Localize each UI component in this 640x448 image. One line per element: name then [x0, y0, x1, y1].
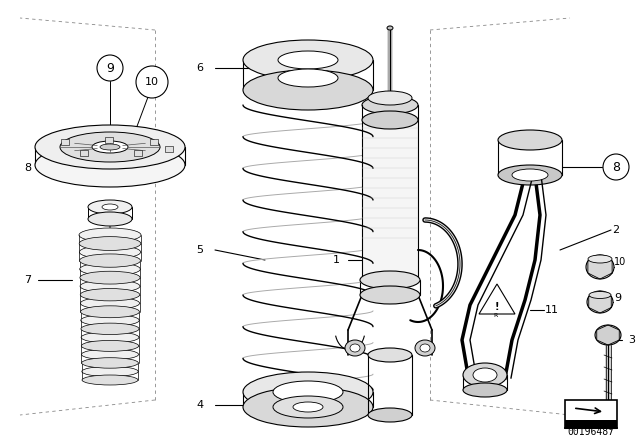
Ellipse shape	[293, 402, 323, 412]
Ellipse shape	[362, 111, 418, 129]
Ellipse shape	[498, 165, 562, 185]
Ellipse shape	[81, 314, 140, 326]
Text: 11: 11	[545, 305, 559, 315]
Ellipse shape	[81, 306, 140, 318]
Text: 10: 10	[145, 77, 159, 87]
Ellipse shape	[82, 358, 138, 368]
Ellipse shape	[368, 408, 412, 422]
Text: 8: 8	[24, 163, 31, 173]
Text: 8: 8	[612, 160, 620, 173]
Text: 3: 3	[628, 335, 635, 345]
Ellipse shape	[81, 349, 138, 360]
Ellipse shape	[80, 271, 140, 284]
Ellipse shape	[88, 200, 132, 214]
Ellipse shape	[595, 325, 621, 345]
Text: 10: 10	[614, 257, 627, 267]
Ellipse shape	[79, 254, 140, 267]
Ellipse shape	[60, 132, 160, 162]
Ellipse shape	[243, 387, 373, 427]
Ellipse shape	[273, 396, 343, 418]
Bar	[565, 400, 617, 428]
Ellipse shape	[589, 292, 611, 298]
Text: 9: 9	[614, 293, 621, 303]
Polygon shape	[479, 284, 515, 314]
Ellipse shape	[368, 91, 412, 105]
Text: 00196487: 00196487	[568, 427, 614, 437]
Text: 7: 7	[24, 275, 31, 285]
Ellipse shape	[362, 96, 418, 114]
Ellipse shape	[82, 366, 138, 377]
Ellipse shape	[81, 297, 140, 309]
Ellipse shape	[80, 289, 140, 301]
Ellipse shape	[586, 255, 614, 279]
Ellipse shape	[35, 125, 185, 169]
Ellipse shape	[278, 51, 338, 69]
Ellipse shape	[81, 323, 139, 335]
Circle shape	[603, 154, 629, 180]
Ellipse shape	[243, 40, 373, 80]
Ellipse shape	[82, 375, 138, 385]
Ellipse shape	[81, 332, 139, 343]
Circle shape	[136, 66, 168, 98]
Ellipse shape	[415, 340, 435, 356]
Ellipse shape	[92, 141, 128, 153]
Bar	[134, 150, 142, 156]
Bar	[150, 139, 158, 145]
Text: 9: 9	[106, 61, 114, 74]
Ellipse shape	[473, 368, 497, 382]
Ellipse shape	[243, 70, 373, 110]
Ellipse shape	[512, 169, 548, 181]
Ellipse shape	[273, 381, 343, 403]
Ellipse shape	[243, 372, 373, 412]
Text: 5: 5	[196, 245, 204, 255]
Ellipse shape	[100, 144, 120, 150]
Ellipse shape	[79, 228, 141, 242]
Ellipse shape	[588, 255, 612, 263]
Text: 1: 1	[333, 255, 339, 265]
Ellipse shape	[35, 143, 185, 187]
Bar	[61, 139, 69, 146]
Ellipse shape	[79, 246, 141, 259]
Bar	[105, 138, 113, 143]
Ellipse shape	[463, 363, 507, 387]
Bar	[165, 146, 173, 152]
Circle shape	[97, 55, 123, 81]
Ellipse shape	[368, 348, 412, 362]
Ellipse shape	[360, 271, 420, 289]
Ellipse shape	[587, 291, 613, 313]
Text: 2: 2	[612, 225, 619, 235]
Bar	[362, 120, 418, 280]
Ellipse shape	[387, 26, 393, 30]
Ellipse shape	[79, 237, 141, 250]
Bar	[565, 420, 617, 428]
Ellipse shape	[88, 212, 132, 226]
Ellipse shape	[81, 340, 139, 351]
Ellipse shape	[345, 340, 365, 356]
Ellipse shape	[463, 383, 507, 397]
Text: !: !	[495, 302, 499, 312]
Ellipse shape	[420, 344, 430, 352]
Ellipse shape	[350, 344, 360, 352]
Ellipse shape	[278, 69, 338, 87]
Ellipse shape	[102, 204, 118, 210]
Text: R: R	[493, 313, 497, 318]
Ellipse shape	[80, 280, 140, 293]
Ellipse shape	[498, 130, 562, 150]
Text: 6: 6	[196, 63, 204, 73]
Bar	[80, 150, 88, 156]
Text: 4: 4	[196, 400, 204, 410]
Ellipse shape	[80, 263, 140, 276]
Ellipse shape	[360, 286, 420, 304]
